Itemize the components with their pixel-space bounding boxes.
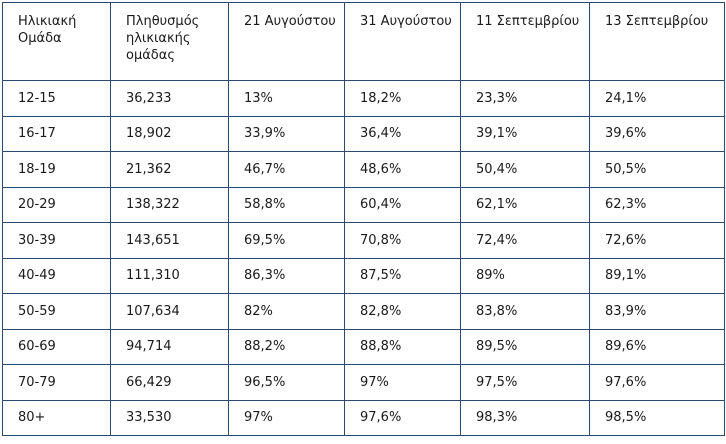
population-cell: 138,322 (110, 186, 229, 223)
date-1-cell: 88,2% (228, 328, 345, 365)
date-2-cell: 88,8% (344, 328, 461, 365)
vaccination-table: Ηλικιακή Ομάδα Πληθυσμός ηλικιακής ομάδα… (2, 2, 725, 436)
date-4-cell: 50,5% (589, 151, 725, 188)
population-cell: 94,714 (110, 328, 229, 365)
date-3-cell: 23,3% (460, 80, 590, 117)
table-row: 30-39 143,651 69,5% 70,8% 72,4% 72,6% (2, 222, 725, 259)
population-cell: 143,651 (110, 222, 229, 259)
population-cell: 107,634 (110, 293, 229, 330)
date-4-cell: 89,1% (589, 257, 725, 294)
header-population: Πληθυσμός ηλικιακής ομάδας (110, 2, 229, 81)
population-cell: 33,530 (110, 399, 229, 436)
date-4-cell: 72,6% (589, 222, 725, 259)
date-1-cell: 33,9% (228, 115, 345, 152)
age-group-cell: 70-79 (2, 364, 111, 401)
population-cell: 111,310 (110, 257, 229, 294)
date-4-cell: 89,6% (589, 328, 725, 365)
table-row: 40-49 111,310 86,3% 87,5% 89% 89,1% (2, 257, 725, 294)
date-1-cell: 13% (228, 80, 345, 117)
date-2-cell: 18,2% (344, 80, 461, 117)
age-group-cell: 80+ (2, 399, 111, 436)
age-group-cell: 18-19 (2, 151, 111, 188)
date-2-cell: 60,4% (344, 186, 461, 223)
date-1-cell: 96,5% (228, 364, 345, 401)
table-body: 12-15 36,233 13% 18,2% 23,3% 24,1% 16-17 18,902… (2, 80, 725, 436)
table-header-row: Ηλικιακή Ομάδα Πληθυσμός ηλικιακής ομάδα… (2, 2, 725, 81)
date-1-cell: 58,8% (228, 186, 345, 223)
age-group-cell: 12-15 (2, 80, 111, 117)
table-row: 18-19 21,362 46,7% 48,6% 50,4% 50,5% (2, 151, 725, 188)
date-4-cell: 24,1% (589, 80, 725, 117)
date-3-cell: 62,1% (460, 186, 590, 223)
date-3-cell: 97,5% (460, 364, 590, 401)
date-2-cell: 87,5% (344, 257, 461, 294)
date-3-cell: 98,3% (460, 399, 590, 436)
age-group-cell: 40-49 (2, 257, 111, 294)
date-3-cell: 39,1% (460, 115, 590, 152)
age-group-cell: 50-59 (2, 293, 111, 330)
population-cell: 66,429 (110, 364, 229, 401)
header-date-2: 31 Αυγούστου (344, 2, 461, 81)
date-4-cell: 83,9% (589, 293, 725, 330)
population-cell: 21,362 (110, 151, 229, 188)
table-row: 16-17 18,902 33,9% 36,4% 39,1% 39,6% (2, 115, 725, 152)
date-1-cell: 46,7% (228, 151, 345, 188)
date-3-cell: 89% (460, 257, 590, 294)
date-4-cell: 62,3% (589, 186, 725, 223)
date-1-cell: 97% (228, 399, 345, 436)
header-date-4: 13 Σεπτεμβρίου (589, 2, 725, 81)
date-3-cell: 83,8% (460, 293, 590, 330)
date-4-cell: 97,6% (589, 364, 725, 401)
age-group-cell: 16-17 (2, 115, 111, 152)
date-3-cell: 72,4% (460, 222, 590, 259)
date-3-cell: 50,4% (460, 151, 590, 188)
date-2-cell: 36,4% (344, 115, 461, 152)
table-row: 60-69 94,714 88,2% 88,8% 89,5% 89,6% (2, 328, 725, 365)
date-1-cell: 82% (228, 293, 345, 330)
table-row: 80+ 33,530 97% 97,6% 98,3% 98,5% (2, 399, 725, 436)
date-2-cell: 97,6% (344, 399, 461, 436)
date-2-cell: 48,6% (344, 151, 461, 188)
date-2-cell: 82,8% (344, 293, 461, 330)
table-row: 50-59 107,634 82% 82,8% 83,8% 83,9% (2, 293, 725, 330)
population-cell: 36,233 (110, 80, 229, 117)
date-4-cell: 39,6% (589, 115, 725, 152)
date-2-cell: 70,8% (344, 222, 461, 259)
header-age-group: Ηλικιακή Ομάδα (2, 2, 111, 81)
date-3-cell: 89,5% (460, 328, 590, 365)
header-date-1: 21 Αυγούστου (228, 2, 345, 81)
age-group-cell: 30-39 (2, 222, 111, 259)
date-1-cell: 69,5% (228, 222, 345, 259)
table-row: 20-29 138,322 58,8% 60,4% 62,1% 62,3% (2, 186, 725, 223)
age-group-cell: 20-29 (2, 186, 111, 223)
age-group-cell: 60-69 (2, 328, 111, 365)
date-1-cell: 86,3% (228, 257, 345, 294)
date-4-cell: 98,5% (589, 399, 725, 436)
population-cell: 18,902 (110, 115, 229, 152)
date-2-cell: 97% (344, 364, 461, 401)
table-row: 70-79 66,429 96,5% 97% 97,5% 97,6% (2, 364, 725, 401)
header-date-3: 11 Σεπτεμβρίου (460, 2, 590, 81)
table-row: 12-15 36,233 13% 18,2% 23,3% 24,1% (2, 80, 725, 117)
